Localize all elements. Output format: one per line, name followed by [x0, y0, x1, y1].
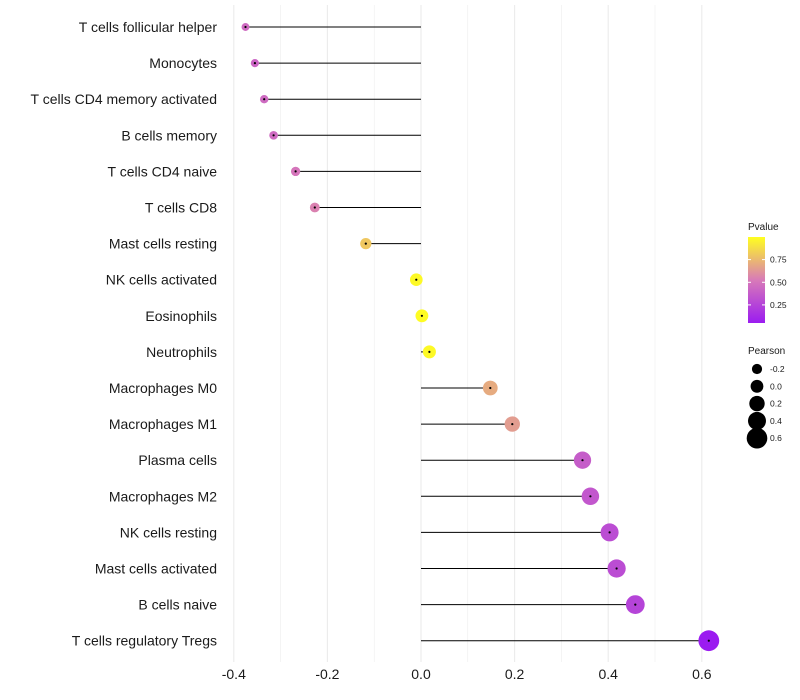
data-point-center [244, 25, 247, 29]
pearson-legend-key [751, 363, 763, 375]
y-axis-label: Neutrophils [146, 344, 217, 360]
pearson-legend-label: 0.2 [770, 399, 782, 409]
pearson-legend-label: 0.6 [770, 433, 782, 443]
x-tick-label: 0.0 [411, 666, 431, 682]
data-point-center [294, 170, 297, 173]
x-tick-label: 0.6 [692, 666, 712, 682]
colorbar-tick-label: 0.75 [770, 255, 787, 265]
lollipop-points [241, 23, 720, 652]
x-tick-label: 0.2 [505, 666, 525, 682]
pvalue-legend-title: Pvalue [748, 222, 779, 233]
data-point-center [634, 603, 637, 606]
y-axis-label: B cells memory [121, 127, 217, 143]
pearson-legend-key [750, 379, 764, 393]
x-axis-ticks: -0.4 -0.2 0.0 0.2 0.4 0.6 [222, 666, 712, 682]
data-point-center [589, 495, 592, 498]
data-point-center [272, 134, 275, 137]
data-point-center [428, 350, 431, 353]
data-point-center [415, 278, 418, 281]
data-point-center [313, 206, 316, 209]
colorbar-tick-label: 0.50 [770, 277, 787, 287]
x-tick-label: -0.4 [222, 666, 246, 682]
y-axis-label: Eosinophils [145, 308, 217, 324]
pearson-legend: Pearson -0.2 0.0 0.2 0.4 0.6 [746, 346, 785, 449]
pvalue-legend: Pvalue 0.75 0.50 0.25 [748, 222, 787, 323]
y-axis-label: Mast cells activated [95, 561, 217, 577]
pearson-legend-title: Pearson [748, 346, 785, 357]
y-axis-label: NK cells activated [106, 272, 217, 288]
pearson-legend-key [746, 427, 768, 449]
data-point-center [253, 62, 256, 65]
lollipop-stems [245, 26, 709, 642]
y-axis-label: Monocytes [149, 55, 217, 71]
pearson-legend-key [749, 395, 765, 412]
y-axis-label: T cells regulatory Tregs [72, 633, 217, 649]
y-axis-label: T cells CD8 [145, 200, 217, 216]
data-point-center [420, 314, 423, 317]
pearson-legend-label: 0.0 [770, 381, 782, 391]
data-point-center [581, 459, 584, 462]
y-axis-label: NK cells resting [120, 524, 217, 540]
x-tick-label: 0.4 [598, 666, 618, 682]
data-point-center [608, 531, 611, 534]
y-axis-label: T cells CD4 memory activated [31, 91, 217, 107]
pearson-legend-label: -0.2 [770, 364, 785, 374]
y-axis-label: Plasma cells [138, 452, 217, 468]
colorbar-tick-label: 0.25 [770, 300, 787, 310]
y-axis-labels: T cells follicular helper Monocytes T cell… [31, 19, 218, 649]
pvalue-colorbar [748, 237, 765, 323]
x-tick-label: -0.2 [315, 666, 339, 682]
y-axis-label: T cells CD4 naive [108, 163, 218, 179]
data-point-center [263, 98, 266, 101]
y-axis-label: Macrophages M2 [109, 488, 217, 504]
pearson-legend-label: 0.4 [770, 416, 782, 426]
data-point-center [615, 567, 618, 570]
y-axis-label: Mast cells resting [109, 236, 217, 252]
data-point-center [364, 242, 367, 245]
data-point-center [511, 423, 514, 426]
pearson-legend-key [748, 411, 766, 430]
y-axis-label: T cells follicular helper [79, 19, 218, 35]
y-axis-label: Macrophages M1 [109, 416, 217, 432]
y-axis-label: B cells naive [138, 597, 217, 613]
y-axis-label: Macrophages M0 [109, 380, 217, 396]
data-point-center [707, 639, 710, 642]
data-point-center [489, 386, 492, 390]
grid-lines [233, 5, 703, 662]
